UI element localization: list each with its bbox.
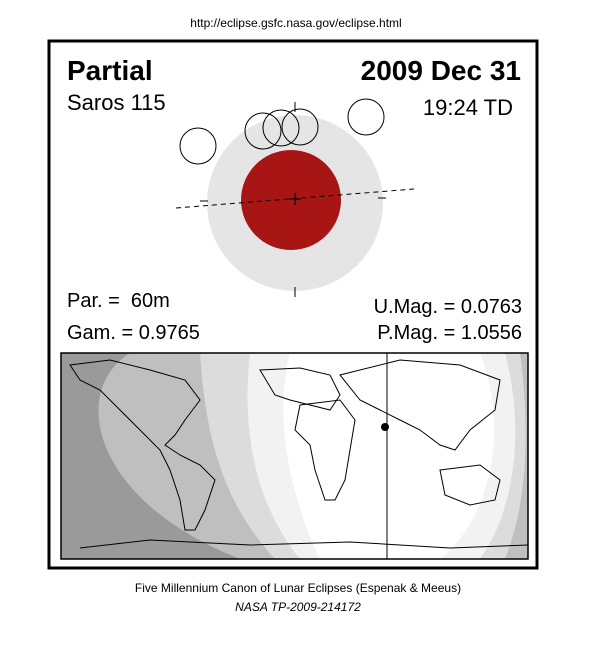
map-frame <box>60 352 529 560</box>
umbra <box>241 150 341 250</box>
time: 19:24 TD <box>423 95 513 120</box>
moon-position <box>179 127 217 165</box>
parameter: P.Mag. = 1.0556 <box>377 322 522 344</box>
visibility-zone <box>505 353 528 559</box>
parameter: Par. = 60m <box>67 290 170 312</box>
moon-position <box>262 109 300 147</box>
publication: NASA TP-2009-214172 <box>235 600 361 614</box>
coastlines <box>69 359 528 549</box>
subsolar-point <box>381 423 389 431</box>
moon-position <box>281 108 319 146</box>
frame <box>47 39 539 570</box>
visibility-zone <box>480 353 528 559</box>
eclipse-diagram <box>175 98 415 297</box>
visibility-map <box>60 352 529 560</box>
moon-position <box>347 98 385 136</box>
date: 2009 Dec 31 <box>361 55 521 86</box>
parameter: U.Mag. = 0.0763 <box>374 296 522 318</box>
url: http://eclipse.gsfc.nasa.gov/eclipse.htm… <box>190 16 401 30</box>
moon-position <box>244 112 282 150</box>
parameter: Gam. = 0.9765 <box>67 322 200 344</box>
source: Five Millennium Canon of Lunar Eclipses … <box>135 581 461 595</box>
saros: Saros 115 <box>67 90 166 115</box>
eclipse-type: Partial <box>67 55 153 86</box>
visibility-zone <box>61 353 240 559</box>
